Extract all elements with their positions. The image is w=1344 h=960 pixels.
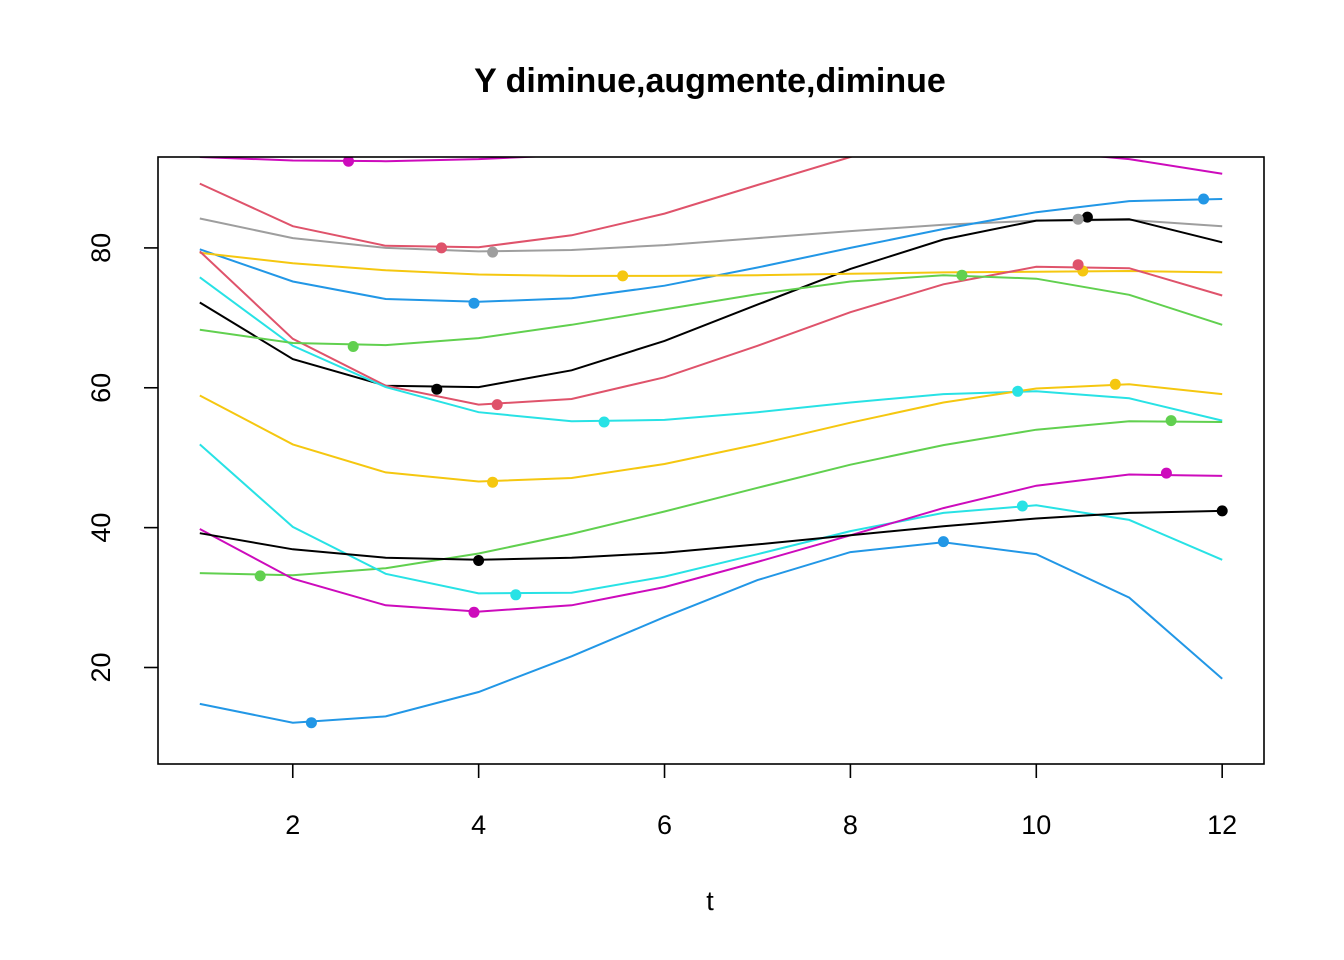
series-marker-26	[473, 555, 485, 566]
series-line-9	[199, 274, 1223, 347]
series-marker-15	[305, 717, 317, 729]
x-tick-label: 2	[285, 810, 300, 840]
series-marker-23	[431, 383, 443, 395]
chart-title: Y diminue,augmente,diminue	[474, 62, 946, 100]
series-marker-22	[468, 297, 480, 309]
series-marker-25	[937, 536, 949, 548]
series-marker-12	[510, 589, 522, 601]
plot-frame	[157, 156, 1265, 765]
x-axis: 2 4 6 8 10 12	[285, 764, 1237, 840]
y-tick-label: 40	[86, 513, 116, 543]
series-line-14	[199, 509, 1223, 561]
series-marker-10	[487, 476, 499, 488]
x-tick-label: 6	[657, 810, 672, 840]
series-marker-14	[1216, 505, 1228, 517]
y-axis: 20 40 60 80	[86, 233, 158, 683]
series-layer	[199, 157, 1228, 729]
series-line-3	[199, 217, 1223, 253]
x-tick-label: 8	[843, 810, 858, 840]
series-marker-2	[343, 157, 354, 167]
series-marker-1	[436, 242, 447, 254]
series-marker-28	[468, 606, 480, 618]
series-line-2	[199, 157, 1223, 175]
series-marker-5	[1081, 211, 1093, 223]
series-marker-7	[491, 399, 503, 411]
series-marker-18	[1072, 213, 1084, 225]
x-tick-label: 10	[1021, 810, 1051, 840]
series-line-6	[199, 251, 1223, 277]
x-axis-label: t	[706, 886, 714, 916]
x-tick-label: 4	[471, 810, 486, 840]
series-marker-13	[1160, 467, 1172, 479]
series-line-13	[199, 473, 1223, 613]
series-marker-4	[1198, 193, 1210, 205]
series-line-7	[199, 250, 1223, 406]
series-marker-9	[347, 341, 359, 352]
series-marker-11	[1165, 415, 1177, 427]
series-marker-17	[1072, 259, 1084, 271]
y-tick-label: 60	[86, 373, 116, 403]
series-marker-20	[1012, 385, 1024, 397]
series-line-12	[199, 443, 1223, 595]
series-line-10	[199, 383, 1223, 483]
series-marker-19	[1109, 378, 1121, 390]
y-tick-label: 20	[86, 652, 116, 682]
series-marker-6	[617, 270, 629, 282]
series-line-1	[199, 157, 854, 249]
series-marker-3	[487, 246, 499, 258]
series-line-4	[199, 198, 1223, 303]
series-line-8	[199, 276, 1223, 423]
y-tick-label: 80	[86, 233, 116, 263]
series-marker-27	[254, 570, 266, 582]
series-marker-24	[1016, 500, 1028, 512]
series-line-11	[199, 420, 1223, 577]
series-marker-8	[598, 416, 610, 428]
series-line-15	[199, 541, 1223, 724]
x-tick-label: 12	[1207, 810, 1237, 840]
series-marker-21	[956, 269, 968, 281]
